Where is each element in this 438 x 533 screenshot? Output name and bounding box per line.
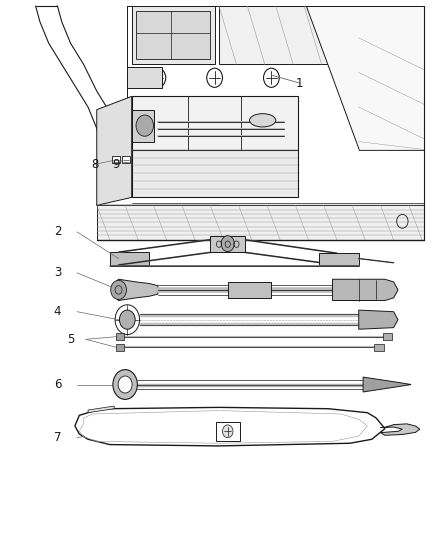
Polygon shape <box>132 6 215 64</box>
Circle shape <box>221 236 234 252</box>
Polygon shape <box>88 406 114 413</box>
Bar <box>112 156 120 164</box>
Circle shape <box>136 115 153 136</box>
Text: 2: 2 <box>54 225 61 238</box>
Polygon shape <box>332 279 398 301</box>
Circle shape <box>118 376 132 393</box>
Text: 7: 7 <box>54 431 61 444</box>
Bar <box>122 156 130 164</box>
Polygon shape <box>97 96 132 205</box>
Text: 3: 3 <box>54 266 61 279</box>
Polygon shape <box>110 252 149 265</box>
Circle shape <box>113 369 138 399</box>
Polygon shape <box>359 310 398 329</box>
Text: 6: 6 <box>54 378 61 391</box>
Bar <box>127 67 162 88</box>
Text: 5: 5 <box>67 333 74 346</box>
Text: 9: 9 <box>113 158 120 171</box>
Bar <box>117 333 124 341</box>
Polygon shape <box>319 253 359 265</box>
Ellipse shape <box>250 114 276 127</box>
Polygon shape <box>306 6 424 150</box>
Bar <box>215 422 240 441</box>
Polygon shape <box>114 279 158 301</box>
Polygon shape <box>381 424 420 435</box>
Polygon shape <box>75 407 385 446</box>
Text: 8: 8 <box>91 158 98 171</box>
Polygon shape <box>97 205 424 240</box>
Text: 4: 4 <box>54 305 61 318</box>
Polygon shape <box>132 150 297 197</box>
Circle shape <box>120 310 135 329</box>
Polygon shape <box>363 377 411 392</box>
Bar <box>228 282 272 298</box>
Bar <box>117 344 124 351</box>
Circle shape <box>223 425 233 438</box>
Bar <box>383 333 392 341</box>
Bar <box>210 236 245 252</box>
Bar <box>132 110 153 142</box>
Circle shape <box>111 280 127 300</box>
Text: 1: 1 <box>296 77 304 90</box>
Bar <box>374 344 384 351</box>
Polygon shape <box>132 96 297 150</box>
Polygon shape <box>219 6 424 64</box>
Bar <box>136 11 210 59</box>
